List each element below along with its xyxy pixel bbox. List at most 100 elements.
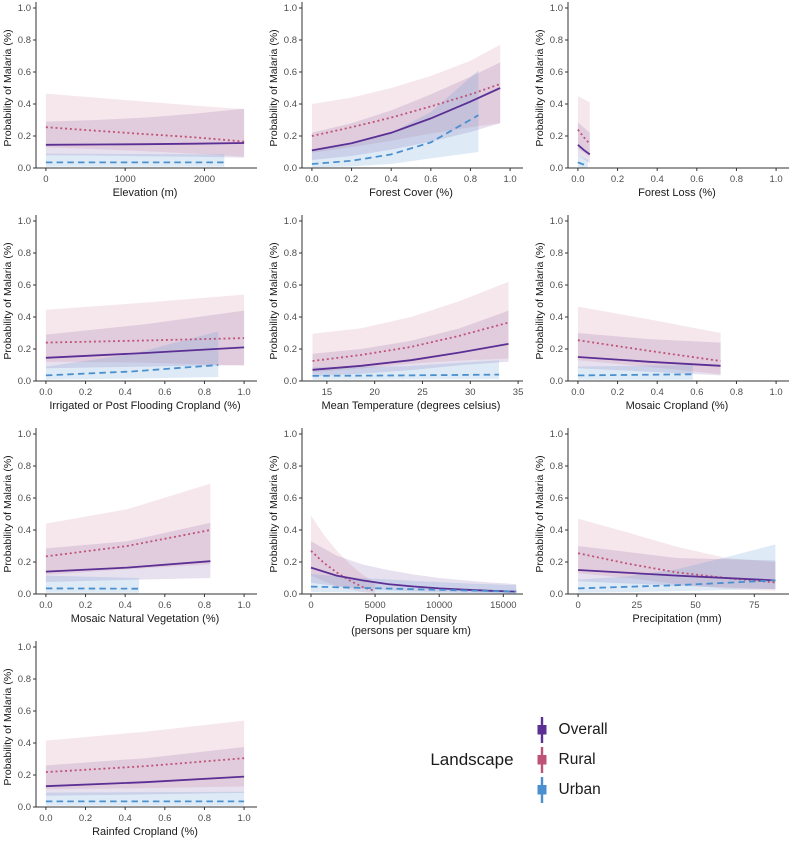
legend-label-urban: Urban	[558, 781, 601, 798]
ribbon-urban	[45, 153, 225, 167]
legend-key-square	[537, 725, 547, 735]
line-overall	[45, 775, 245, 788]
ribbon-overall	[311, 62, 501, 160]
x-tick-label: 1.0	[769, 174, 782, 185]
ribbon-urban	[311, 574, 517, 594]
y-tick-label: 0.6	[18, 493, 31, 504]
x-tick-label: 0.8	[198, 813, 211, 824]
ribbon-urban	[577, 365, 693, 380]
y-axis-title: Probability of Malaria (%)	[2, 242, 14, 359]
chart-population-density: 0.0 0.2 0.4 0.6 0.8 1.0 0 5000 10000 15000 Probabi…	[268, 428, 523, 637]
legend-items: Overall Rural Urban	[534, 715, 634, 805]
x-tick-label: 0.8	[198, 600, 211, 611]
x-tick-label: 25	[632, 600, 643, 611]
y-tick-label: 0.6	[18, 706, 31, 717]
chart-mean-temperature: 0.0 0.2 0.4 0.6 0.8 1.0 15 20 25 30 35 Probability …	[268, 215, 523, 412]
line-urban	[310, 585, 517, 593]
ribbon-rural	[312, 281, 509, 373]
x-tick-label: 15	[322, 387, 333, 398]
y-tick-label: 0.2	[18, 557, 31, 568]
line-urban	[577, 161, 589, 167]
x-axis-title: Mosaic Cropland (%)	[626, 400, 729, 412]
x-tick-label: 1.0	[503, 174, 516, 185]
x-tick-label: 15000	[490, 600, 516, 611]
x-tick-label: 0	[308, 600, 313, 611]
line-urban	[577, 373, 693, 377]
x-tick-label: 0.2	[79, 813, 92, 824]
x-tick-label: 5000	[365, 600, 386, 611]
legend-label-overall: Overall	[558, 721, 608, 738]
legend-key-urban-icon	[537, 777, 547, 803]
line-overall	[577, 356, 721, 367]
x-axis-title: Irrigated or Post Flooding Cropland (%)	[49, 400, 240, 412]
ribbon-rural	[311, 515, 376, 594]
x-tick-label: 0.2	[611, 387, 624, 398]
legend-item-rural: Rural	[534, 745, 608, 775]
x-tick-label: 0.2	[345, 174, 358, 185]
legend-cell: Landscape Overall Rural Urban	[266, 639, 798, 852]
line-rural	[311, 83, 501, 137]
y-tick-label: 0.8	[18, 461, 31, 472]
x-tick-label: 0.6	[424, 174, 437, 185]
panel-population-density: 0.0 0.2 0.4 0.6 0.8 1.0 0 5000 10000 15000 Probabi…	[266, 426, 532, 639]
y-tick-label: 0.6	[550, 493, 563, 504]
ribbon-rural	[577, 96, 590, 157]
x-tick-label: 1.0	[237, 813, 250, 824]
panel-elevation: 0.0 0.2 0.4 0.6 0.8 1.0 0 1000 2000 Probability o…	[0, 0, 266, 213]
x-axis-title: Elevation (m)	[113, 187, 178, 199]
y-axis-title: Probability of Malaria (%)	[534, 455, 546, 572]
y-tick-label: 0.0	[18, 376, 31, 387]
y-tick-label: 0.4	[18, 99, 31, 110]
y-tick-label: 0.4	[550, 99, 563, 110]
x-tick-label: 0.0	[305, 174, 318, 185]
y-tick-label: 0.6	[284, 493, 297, 504]
x-tick-label: 0.4	[119, 387, 132, 398]
y-tick-label: 0.0	[284, 589, 297, 600]
x-tick-label: 0.8	[464, 174, 477, 185]
chart-forest-loss: 0.0 0.2 0.4 0.6 0.8 1.0 0.0 0.2 0.4 0.6 0.8 1.0 Prob…	[534, 2, 789, 199]
x-tick-label: 0	[575, 600, 580, 611]
y-axis-title: Probability of Malaria (%)	[268, 455, 280, 572]
ribbon-urban	[45, 791, 245, 806]
y-tick-label: 0.2	[18, 131, 31, 142]
x-tick-label: 0.6	[158, 813, 171, 824]
y-tick-label: 0.0	[550, 163, 563, 174]
ribbon-rural	[45, 294, 245, 366]
legend-key-overall-icon	[537, 717, 547, 743]
y-tick-label: 1.0	[18, 642, 31, 653]
chart-forest-cover: 0.0 0.2 0.4 0.6 0.8 1.0 0.0 0.2 0.4 0.6 0.8 1.0 Prob…	[268, 2, 523, 199]
y-axis-title: Probability of Malaria (%)	[2, 29, 14, 146]
line-overall	[577, 144, 591, 156]
chart-rainfed-cropland: 0.0 0.2 0.4 0.6 0.8 1.0 0.0 0.2 0.4 0.6 0.8 1.0 Prob…	[2, 641, 257, 838]
x-axis-title: Mean Temperature (degrees celsius)	[322, 400, 501, 412]
y-tick-label: 0.2	[550, 344, 563, 355]
x-tick-label: 1.0	[769, 387, 782, 398]
x-axis-title: Forest Loss (%)	[638, 187, 716, 199]
x-tick-label: 0.2	[79, 600, 92, 611]
y-tick-label: 0.4	[284, 312, 297, 323]
ribbon-overall	[577, 333, 721, 376]
panel-forest-loss: 0.0 0.2 0.4 0.6 0.8 1.0 0.0 0.2 0.4 0.6 0.8 1.0 Prob…	[532, 0, 798, 213]
y-tick-label: 0.8	[284, 35, 297, 46]
x-tick-label: 0.8	[198, 387, 211, 398]
y-axis-title: Probability of Malaria (%)	[268, 29, 280, 146]
y-tick-label: 0.2	[550, 131, 563, 142]
y-tick-label: 0.2	[284, 344, 297, 355]
x-tick-label: 0.4	[651, 174, 664, 185]
y-tick-label: 0.4	[550, 312, 563, 323]
y-tick-label: 0.0	[284, 163, 297, 174]
panel-mosaic-natural-vegetation: 0.0 0.2 0.4 0.6 0.8 1.0 0.0 0.2 0.4 0.6 0.8 1.0 Prob…	[0, 426, 266, 639]
y-tick-label: 0.6	[550, 280, 563, 291]
line-urban	[311, 114, 479, 165]
x-axis-title: (persons per square km)	[351, 625, 471, 637]
y-tick-label: 1.0	[18, 3, 31, 14]
x-tick-label: 0.6	[690, 387, 703, 398]
y-tick-label: 0.8	[550, 248, 563, 259]
y-tick-label: 1.0	[18, 216, 31, 227]
y-tick-label: 0.4	[18, 525, 31, 536]
y-tick-label: 0.0	[18, 802, 31, 813]
legend-key-square	[537, 755, 547, 765]
chart-mosaic-cropland: 0.0 0.2 0.4 0.6 0.8 1.0 0.0 0.2 0.4 0.6 0.8 1.0 Prob…	[534, 215, 789, 412]
x-axis-title: Rainfed Cropland (%)	[92, 826, 198, 838]
